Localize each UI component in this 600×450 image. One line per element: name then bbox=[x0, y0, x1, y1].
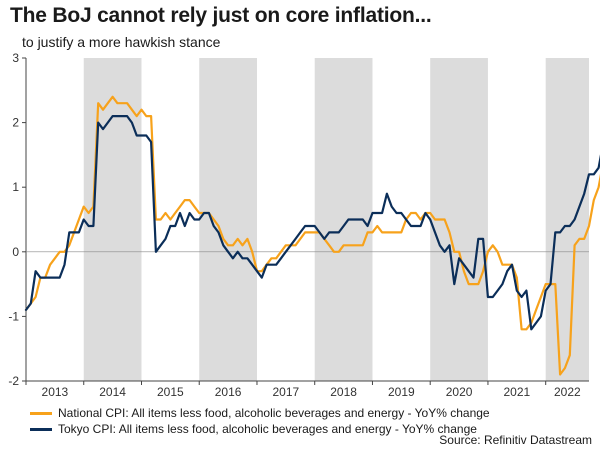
legend: National CPI: All items less food, alcoh… bbox=[30, 405, 490, 437]
x-tick-label-2021: 2021 bbox=[503, 385, 530, 399]
y-tick-label-1: 1 bbox=[12, 180, 19, 194]
x-tick-label-2022: 2022 bbox=[554, 385, 581, 399]
legend-label-tokyo: Tokyo CPI: All items less food, alcoholi… bbox=[58, 422, 477, 436]
x-tick-label-2018: 2018 bbox=[330, 385, 357, 399]
y-tick-label--1: -1 bbox=[8, 309, 19, 323]
line-chart: -2 -1 0 1 2 3 2013 2014 2015 2016 2017 2018 2019 2020… bbox=[8, 51, 600, 399]
x-tick-label-2016: 2016 bbox=[215, 385, 242, 399]
source-note: Source: Refinitiv Datastream bbox=[439, 433, 592, 447]
legend-item-tokyo: Tokyo CPI: All items less food, alcoholi… bbox=[30, 421, 490, 437]
legend-item-national: National CPI: All items less food, alcoh… bbox=[30, 405, 490, 421]
chart-subtitle: to justify a more hawkish stance bbox=[22, 34, 221, 50]
shaded-band-2022 bbox=[545, 58, 589, 381]
y-tick-label--2: -2 bbox=[8, 374, 19, 388]
chart-title: The BoJ cannot rely just on core inflati… bbox=[10, 4, 432, 27]
x-tick-label-2017: 2017 bbox=[272, 385, 299, 399]
shaded-band-2016 bbox=[199, 58, 257, 381]
x-tick-label-2019: 2019 bbox=[388, 385, 415, 399]
legend-label-national: National CPI: All items less food, alcoh… bbox=[58, 406, 490, 420]
legend-swatch-tokyo bbox=[30, 427, 52, 431]
y-tick-label-3: 3 bbox=[12, 51, 19, 65]
shaded-band-2014 bbox=[83, 58, 142, 381]
x-tick-label-2015: 2015 bbox=[157, 385, 184, 399]
legend-swatch-national bbox=[30, 411, 52, 415]
y-tick-label-2: 2 bbox=[12, 116, 19, 130]
y-tick-label-0: 0 bbox=[12, 245, 19, 259]
x-tick-label-2014: 2014 bbox=[99, 385, 126, 399]
x-tick-label-2013: 2013 bbox=[42, 385, 69, 399]
x-tick-label-2020: 2020 bbox=[446, 385, 473, 399]
series-line-tokyo-cpi bbox=[24, 114, 600, 331]
